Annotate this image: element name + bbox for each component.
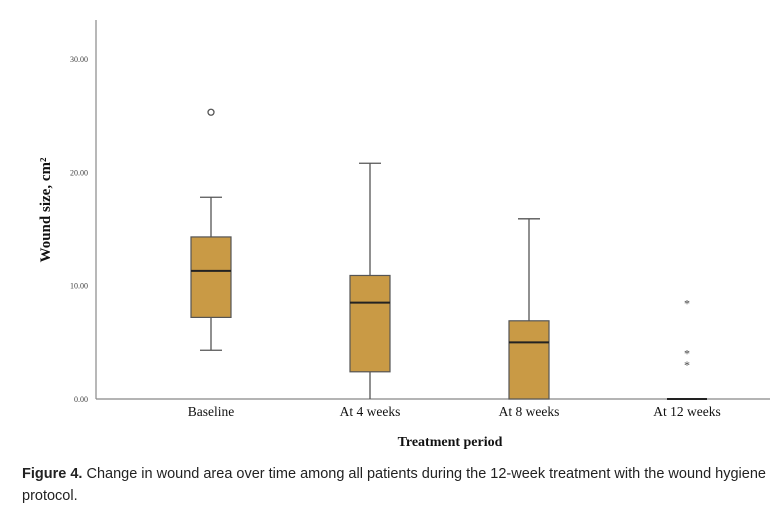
caption-text: Change in wound area over time among all… [22,466,766,504]
y-tick-label: 30.00 [70,55,88,64]
y-tick-label: 0.00 [74,395,88,404]
x-axis-label: Treatment period [398,435,503,450]
box [190,236,232,319]
x-tick-label: At 8 weeks [499,404,560,419]
y-tick-label: 10.00 [70,282,88,291]
figure-caption: Figure 4. Change in wound area over time… [22,463,767,507]
box-plot: 0.00 10.00 20.00 30.00 Wound size, cm² Treatm… [38,20,770,450]
extreme-point: * [684,358,690,372]
y-axis-label: Wound size, cm² [38,157,54,262]
x-tick-label: At 4 weeks [340,404,401,419]
caption-label: Figure 4. [22,466,83,482]
extreme-point: * [684,347,690,361]
outlier-point [207,108,215,116]
box [349,274,391,373]
x-tick-label: Baseline [188,404,235,419]
box [508,320,550,400]
extreme-point: * [684,297,690,311]
y-tick-label: 20.00 [70,168,88,177]
x-tick-label: At 12 weeks [653,404,721,419]
